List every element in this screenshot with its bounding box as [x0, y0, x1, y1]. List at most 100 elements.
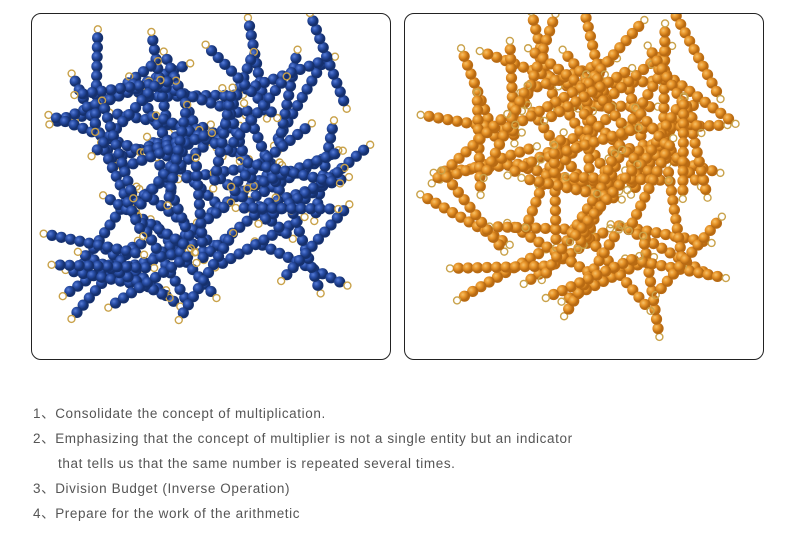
bead [197, 251, 209, 264]
wire-loop [697, 128, 706, 138]
bead [69, 75, 81, 87]
wire-loop [456, 44, 466, 53]
bead-bar [624, 134, 678, 235]
bead [646, 258, 658, 270]
bead [506, 81, 518, 94]
bead [149, 271, 162, 284]
bead [606, 130, 618, 142]
bead [267, 172, 279, 184]
bead [524, 174, 536, 186]
bead [642, 165, 654, 177]
bead [659, 45, 671, 57]
bead [176, 88, 188, 101]
bead [570, 184, 582, 196]
bead [549, 195, 561, 207]
bead [710, 85, 723, 98]
wire-loop [640, 15, 649, 25]
bead [656, 242, 668, 254]
bead [247, 39, 259, 51]
bead [89, 117, 102, 129]
bead [258, 234, 270, 246]
bead [233, 248, 245, 260]
bead [643, 266, 655, 278]
bead [104, 121, 117, 133]
bead [92, 32, 104, 44]
bead [105, 84, 117, 96]
bead [691, 120, 703, 132]
bead [324, 132, 337, 144]
bead [305, 203, 317, 215]
bead [582, 273, 594, 285]
bead [471, 95, 483, 107]
wire-loop [557, 297, 566, 306]
bead [303, 60, 315, 72]
bead [241, 105, 253, 117]
bead-bar [231, 202, 343, 215]
bead [145, 151, 157, 163]
bead [320, 151, 332, 163]
bead [282, 251, 294, 264]
bead-bar [97, 96, 138, 203]
wire-loop [558, 45, 567, 54]
bead [270, 163, 282, 175]
bead [210, 207, 222, 219]
bead [638, 238, 651, 250]
bead [677, 156, 689, 168]
bead [172, 144, 184, 157]
bead-bar [479, 81, 532, 183]
bead [586, 195, 599, 207]
bead [525, 156, 538, 168]
wire-loop [163, 201, 172, 210]
bead-bar [511, 70, 610, 130]
bead [525, 231, 537, 243]
bead [647, 174, 659, 186]
bead [683, 265, 696, 277]
bead [561, 182, 573, 194]
bead [116, 157, 128, 169]
bead [501, 221, 514, 233]
wire-loop [139, 232, 148, 241]
bead [133, 80, 145, 92]
bead [692, 52, 705, 64]
bead [86, 86, 98, 99]
bead [181, 251, 194, 263]
bead [461, 59, 474, 71]
bead [306, 261, 318, 273]
bead [122, 271, 134, 283]
wire-loop [633, 160, 642, 169]
bead [312, 57, 324, 69]
wire-loop [276, 276, 286, 286]
bead [532, 32, 544, 45]
bead [652, 72, 664, 84]
bead [214, 146, 226, 158]
bead [556, 243, 568, 255]
bead [543, 129, 555, 142]
bead [196, 226, 208, 239]
bead [674, 241, 686, 254]
bead [111, 261, 123, 273]
bead [655, 157, 667, 169]
bead-bar [276, 200, 354, 286]
bead [64, 259, 76, 271]
bead [130, 261, 142, 274]
bead [574, 277, 586, 289]
wire-loop [519, 279, 528, 289]
bead [651, 55, 663, 67]
bead [225, 90, 237, 102]
bead [178, 116, 190, 129]
wire-loop [344, 172, 354, 182]
bead [324, 59, 336, 71]
bead [637, 97, 649, 109]
wire-loop [67, 314, 76, 324]
bead [505, 72, 518, 84]
bead [615, 117, 627, 129]
bead [706, 77, 718, 89]
bead [248, 202, 260, 214]
wire-loop [271, 193, 280, 202]
bead [197, 274, 210, 287]
bead [679, 27, 691, 39]
bead [659, 26, 671, 38]
bead [295, 203, 307, 215]
bead [99, 227, 111, 239]
bead [438, 202, 450, 214]
